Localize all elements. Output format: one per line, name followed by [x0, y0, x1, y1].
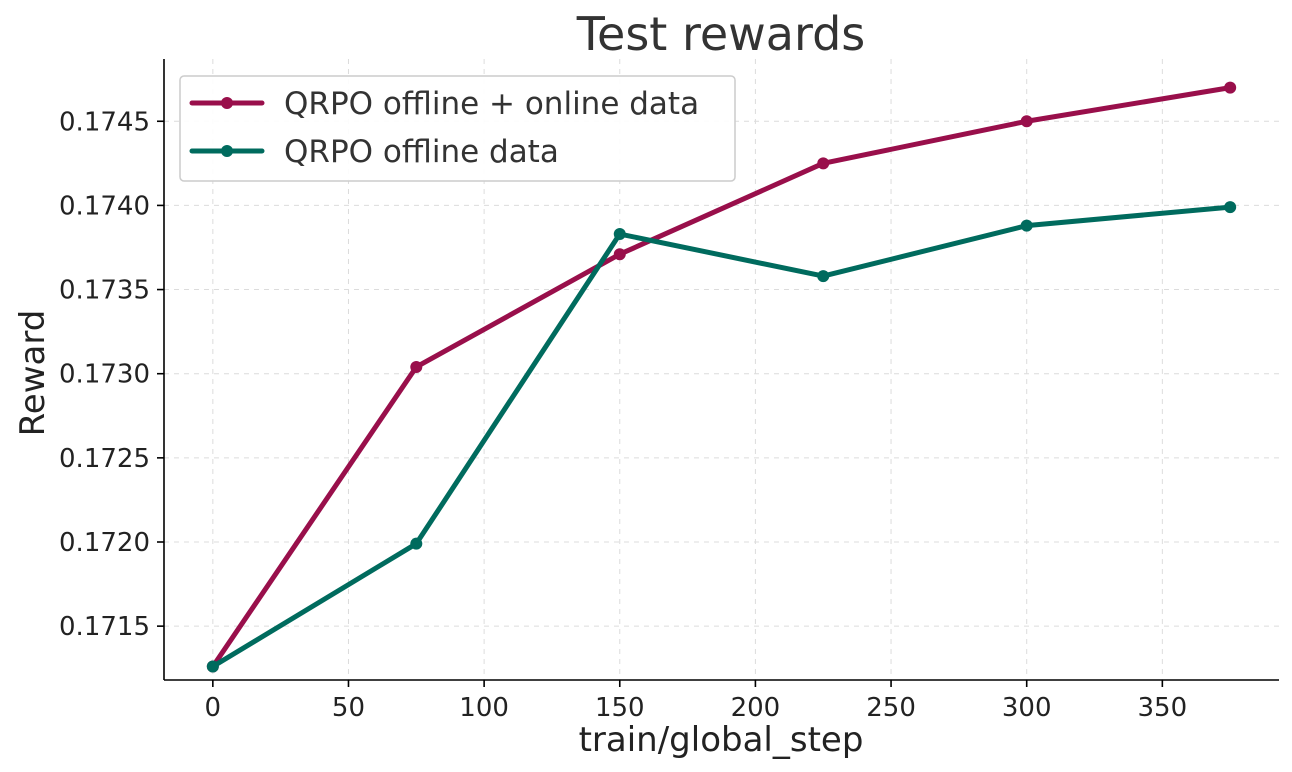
y-tick-label: 0.1715 [59, 612, 150, 642]
series-line [210, 85, 1233, 670]
x-tick-label: 200 [731, 693, 781, 723]
y-tick-label: 0.1740 [59, 191, 150, 221]
x-tick-label: 100 [459, 693, 509, 723]
ticks: 0 50 100 150 200 250 300 350 0.1715 0.1720 0.1725 0… [59, 107, 1187, 723]
axes [163, 59, 1279, 681]
y-tick-label: 0.1730 [59, 360, 150, 390]
data-point [817, 270, 830, 283]
series-1 [206, 201, 1237, 673]
x-tick-label: 0 [205, 693, 222, 723]
legend-marker-offline-online [221, 97, 233, 109]
y-axis-label: Reward [13, 310, 53, 437]
data-point [613, 228, 626, 241]
x-tick-label: 150 [595, 693, 645, 723]
x-tick-label: 250 [866, 693, 916, 723]
data-point [613, 248, 626, 261]
y-tick-label: 0.1720 [59, 528, 150, 558]
series-line [210, 204, 1233, 670]
data-point [817, 157, 830, 170]
data-point [410, 360, 423, 373]
data-point [410, 537, 423, 550]
legend-box [179, 75, 736, 182]
y-tick-label: 0.1745 [59, 107, 150, 137]
x-tick-label: 300 [1002, 693, 1052, 723]
chart-title: Test rewards [576, 7, 866, 61]
legend-label-offline-online: QRPO offline + online data [284, 86, 699, 122]
x-tick-label: 350 [1138, 693, 1188, 723]
data-point [206, 660, 219, 673]
data-point [1020, 219, 1033, 232]
legend-marker-offline [221, 145, 233, 157]
series-layer [206, 81, 1237, 673]
x-tick-label: 50 [332, 693, 365, 723]
data-point [1020, 115, 1033, 128]
data-point [1224, 81, 1237, 94]
legend-label-offline: QRPO offline data [284, 134, 559, 170]
data-point [1224, 201, 1237, 214]
legend: QRPO offline + online data QRPO offline … [179, 75, 736, 182]
x-axis-label: train/global_step [579, 720, 864, 760]
y-tick-label: 0.1735 [59, 276, 150, 306]
y-tick-label: 0.1725 [59, 444, 150, 474]
